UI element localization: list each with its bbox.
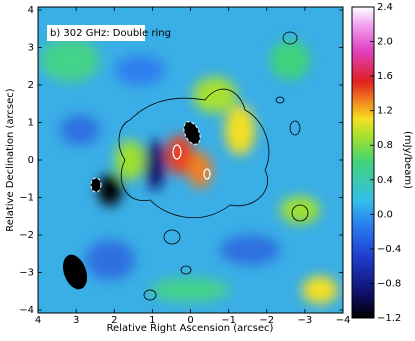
colorbar-tick-label: −0.8 (377, 278, 401, 289)
y-tick-label: 0 (28, 155, 34, 166)
x-tick-label: −3 (298, 315, 313, 326)
y-tick-label: 1 (28, 118, 34, 129)
annotation-box (47, 25, 145, 41)
y-tick-label: 3 (28, 43, 34, 54)
y-tick-label: −1 (19, 193, 34, 204)
colorbar-tick-label: 2.4 (377, 2, 393, 13)
y-tick-label: 4 (28, 5, 34, 16)
x-tick-label: 2 (111, 315, 117, 326)
y-axis-label: Relative Declination (arcsec) (5, 88, 16, 231)
y-tick-label: −3 (19, 268, 34, 279)
colorbar-tick-label: 0.4 (377, 175, 393, 186)
colorbar-tick-label: −0.4 (377, 244, 401, 255)
x-tick-label: 4 (35, 315, 41, 326)
y-tick-label: 2 (28, 80, 34, 91)
y-tick-label: −4 (19, 305, 34, 316)
colorbar-tick-label: 0.8 (377, 140, 393, 151)
x-tick-label: 1 (149, 315, 155, 326)
colorbar (351, 6, 375, 319)
x-tick-label: −2 (259, 315, 274, 326)
colorbar-tick-label: −1.2 (377, 313, 401, 324)
x-tick-label: −4 (336, 315, 351, 326)
colorbar-label: (mJy/beam) (402, 131, 413, 189)
x-tick-label: −1 (221, 315, 236, 326)
colorbar-tick-label: 2.0 (377, 37, 393, 48)
x-axis-label: Relative Right Ascension (arcsec) (107, 323, 274, 334)
colorbar-tick-label: 1.2 (377, 106, 393, 117)
annotation: b) 302 GHz: Double ring (50, 28, 171, 39)
x-tick-label: 3 (73, 315, 79, 326)
colorbar-tick-label: 1.6 (377, 71, 393, 82)
x-tick-label: 0 (187, 315, 193, 326)
colorbar-tick-label: 0.0 (377, 209, 393, 220)
image (38, 7, 343, 313)
y-tick-label: −2 (19, 230, 34, 241)
